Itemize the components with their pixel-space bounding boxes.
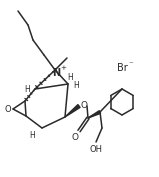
- Text: H: H: [67, 73, 73, 81]
- Text: H: H: [24, 85, 30, 95]
- Text: N: N: [52, 68, 60, 78]
- Text: ⁻: ⁻: [129, 61, 133, 70]
- Text: O: O: [5, 104, 11, 113]
- Text: OH: OH: [90, 145, 103, 155]
- Polygon shape: [88, 111, 101, 118]
- Polygon shape: [65, 105, 80, 117]
- Text: H: H: [29, 132, 35, 141]
- Text: +: +: [60, 65, 66, 71]
- Text: Br: Br: [117, 63, 127, 73]
- Text: O: O: [72, 133, 79, 142]
- Text: O: O: [80, 101, 87, 110]
- Text: H: H: [73, 81, 79, 90]
